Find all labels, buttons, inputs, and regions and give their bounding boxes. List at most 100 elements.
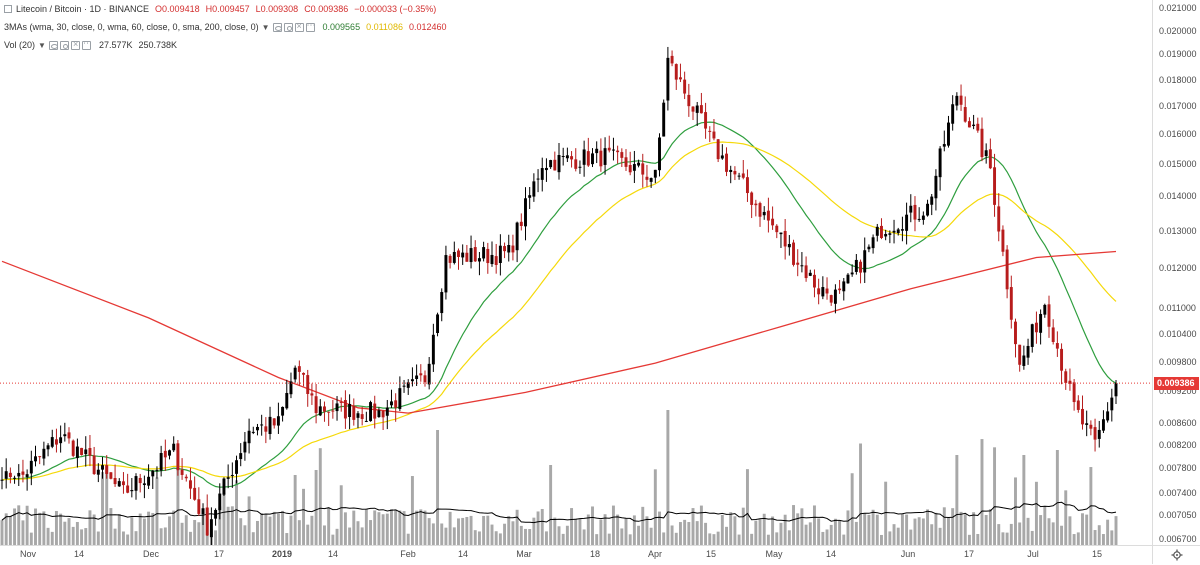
price-tick-label: 0.018000 xyxy=(1159,74,1197,85)
volume-bar xyxy=(733,516,737,545)
close-icon[interactable] xyxy=(294,21,304,32)
candle-body xyxy=(796,262,800,265)
volume-bar xyxy=(268,516,272,545)
volume-bar xyxy=(859,443,862,545)
candle-body xyxy=(75,446,79,459)
volume-bar xyxy=(670,525,674,545)
volume-bar xyxy=(754,520,758,545)
gear-icon[interactable] xyxy=(283,22,293,32)
volume-bar xyxy=(218,506,222,545)
close-icon[interactable] xyxy=(70,39,80,50)
volume-bar xyxy=(201,511,205,545)
chevron-down-icon[interactable]: ▼ xyxy=(261,22,270,32)
candle-body xyxy=(519,221,523,226)
volume-bar xyxy=(410,476,414,545)
volume-bar xyxy=(352,510,356,545)
volume-bar xyxy=(172,510,176,545)
volume-bar xyxy=(813,505,816,545)
candle-body xyxy=(1114,383,1118,397)
volume-bar xyxy=(448,511,452,545)
more-icon[interactable] xyxy=(81,38,92,50)
candle-body xyxy=(1101,419,1105,431)
price-chart-canvas[interactable] xyxy=(0,0,1152,545)
volume-bar xyxy=(323,525,326,545)
price-tick-label: 0.007400 xyxy=(1159,487,1197,498)
price-tick-label: 0.008200 xyxy=(1159,439,1197,450)
price-tick-label: 0.010400 xyxy=(1159,329,1197,340)
candle-body xyxy=(783,230,787,247)
price-tick-label: 0.011000 xyxy=(1159,303,1196,314)
candle-body xyxy=(1060,348,1064,371)
candle-body xyxy=(71,440,75,456)
volume-bar xyxy=(846,510,850,545)
candle-body xyxy=(745,177,749,194)
candle-body xyxy=(536,178,540,180)
collapse-legend-icon[interactable] xyxy=(4,5,12,13)
volume-bar xyxy=(423,510,427,545)
volume-bar xyxy=(348,527,352,545)
candle-body xyxy=(4,471,8,479)
volume-bar xyxy=(168,516,171,545)
volume-bar xyxy=(25,505,29,545)
candle-body xyxy=(1018,344,1022,365)
volume-bar xyxy=(92,514,96,545)
candle-body xyxy=(465,252,469,262)
candle-body xyxy=(909,205,913,213)
candle-body xyxy=(863,250,867,273)
volume-bar xyxy=(486,515,490,545)
volume-bar xyxy=(1097,525,1101,545)
volume-bar xyxy=(649,527,653,545)
time-tick-label: 17 xyxy=(963,549,975,559)
candle-body xyxy=(959,95,963,105)
volume-bar xyxy=(930,524,934,545)
volume-bar xyxy=(888,531,892,545)
price-axis[interactable]: 0.021000 0.020000 0.019000 0.018000 0.017000… xyxy=(1152,0,1200,565)
volume-bar xyxy=(540,508,544,545)
candle-body xyxy=(616,150,620,153)
volume-bar xyxy=(80,529,84,545)
volume-bar xyxy=(1022,455,1026,545)
eye-icon[interactable] xyxy=(48,40,58,50)
volume-bar xyxy=(297,520,301,545)
more-icon[interactable] xyxy=(305,20,316,32)
volume-bar xyxy=(1001,532,1005,545)
price-tick-label: 0.015000 xyxy=(1159,159,1197,170)
candle-body xyxy=(1014,321,1017,345)
volume-layer xyxy=(0,410,1118,545)
gear-icon[interactable] xyxy=(59,40,69,50)
time-axis[interactable]: Nov 14 Dec 17 2019 14 Feb 14 Mar 18 Apr 15 May 14 Jun 1… xyxy=(0,545,1152,564)
time-tick-label: 14 xyxy=(457,549,469,559)
candle-body xyxy=(637,162,641,166)
candle-body xyxy=(385,407,389,416)
volume-bar xyxy=(557,526,561,545)
candle-body xyxy=(38,456,42,458)
eye-icon[interactable] xyxy=(272,22,282,32)
volume-bar xyxy=(239,518,243,545)
candle-body xyxy=(84,449,88,455)
settings-gear-icon[interactable] xyxy=(1152,545,1200,564)
candle-body xyxy=(163,450,167,458)
volume-bar xyxy=(188,531,192,545)
candle-body xyxy=(800,265,804,267)
candle-body xyxy=(578,166,582,168)
candle-body xyxy=(733,170,737,175)
price-tick-label: 0.013000 xyxy=(1159,225,1197,236)
candle-body xyxy=(976,123,980,131)
candle-body xyxy=(1034,322,1038,333)
time-tick-label: Nov xyxy=(19,549,37,559)
candle-body xyxy=(1110,397,1114,411)
candle-body xyxy=(662,102,666,137)
chevron-down-icon[interactable]: ▼ xyxy=(38,40,46,50)
volume-bar xyxy=(984,514,988,545)
candle-body xyxy=(314,396,318,414)
price-tick-label: 0.012000 xyxy=(1159,262,1197,273)
candle-body xyxy=(666,57,670,101)
candles-layer xyxy=(0,46,1118,545)
chart-pane[interactable]: Litecoin / Bitcoin · 1D · BINANCE O0.009… xyxy=(0,0,1152,545)
volume-bar xyxy=(138,513,142,545)
volume-bar xyxy=(666,410,670,545)
candle-body xyxy=(63,434,67,437)
volume-bar xyxy=(427,518,431,545)
volume-bar xyxy=(775,532,779,545)
volume-bar xyxy=(951,508,955,545)
